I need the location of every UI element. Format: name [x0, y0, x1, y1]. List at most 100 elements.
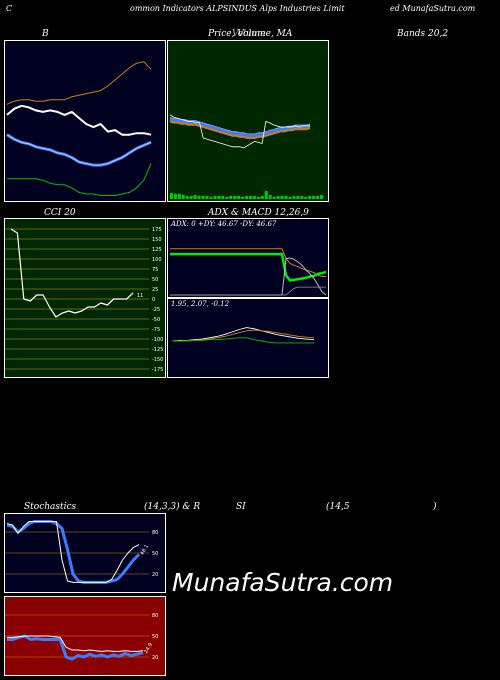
- adx-chart: [170, 248, 327, 296]
- histogram-line: [172, 337, 314, 344]
- volume-bar: [213, 196, 217, 199]
- adx-macd-title: ADX & MACD 12,26,9: [208, 208, 309, 218]
- adx-label: ADX: 0 +DY: 46.67 -DY: 46.67: [171, 220, 277, 228]
- cci-last-label: 11: [137, 293, 143, 299]
- ma-line-long: [169, 120, 311, 139]
- bollinger-panel: [4, 40, 166, 202]
- price-line: [6, 104, 152, 136]
- header-right: ed MunafaSutra.com: [390, 4, 476, 13]
- stoch-title-d: (14,5: [326, 502, 350, 512]
- volume-bar: [296, 196, 300, 199]
- volume-bar: [217, 196, 221, 199]
- volume-bar: [308, 196, 312, 199]
- volume-bar: [320, 195, 323, 199]
- ma-line: [169, 117, 311, 138]
- watermark: MunafaSutra.com: [172, 568, 394, 597]
- y-tick-label: 0: [152, 297, 155, 303]
- cci-panel: 175 150 125 100 75 50 25 0 -25 -50 -75 -100 -125 -150…: [4, 218, 166, 378]
- lower-band-line: [6, 61, 152, 105]
- volume-bar: [264, 191, 268, 199]
- macd-chart: [171, 327, 315, 344]
- bands-right-title: Bands 20,2: [397, 29, 449, 39]
- volume-bar: [237, 196, 241, 199]
- volume-bar: [316, 196, 320, 199]
- volume-bar: [304, 197, 308, 199]
- macd-line: [171, 327, 315, 342]
- header-left: C: [6, 4, 13, 13]
- y-tick-label: -75: [152, 327, 160, 333]
- volume-bar: [252, 196, 256, 199]
- last-value-label: 24.9: [143, 642, 154, 655]
- volume-bar: [241, 197, 245, 199]
- volume-bar: [248, 196, 252, 199]
- volume-bar: [292, 196, 296, 199]
- price-chart: [169, 114, 323, 199]
- volume-bar: [276, 196, 280, 199]
- stoch-title-a: Stochastics: [24, 502, 77, 512]
- y-tick-label: -25: [152, 307, 160, 313]
- y-tick-label: 20: [152, 655, 158, 661]
- stoch-title-b: (14,3,3) & R: [144, 502, 201, 512]
- stoch-title-c: SI: [236, 502, 246, 512]
- price-panel: [167, 40, 329, 202]
- volume-bar: [300, 196, 304, 199]
- cci-line: [10, 228, 134, 318]
- macd-label: 1.95, 2.07, -0.12: [171, 300, 230, 308]
- price-ma-overlay: Volume: [232, 29, 266, 39]
- y-tick-label: 50: [152, 551, 158, 557]
- y-tick-label: -125: [152, 347, 163, 353]
- rsi-line: [7, 634, 144, 661]
- y-tick-label: 175: [152, 227, 162, 233]
- volume-bar: [177, 194, 181, 199]
- volume-bar: [245, 196, 248, 199]
- y-tick-label: -150: [152, 357, 163, 363]
- y-tick-label: 75: [152, 267, 158, 273]
- minus-di-line: [170, 248, 326, 277]
- volume-bar: [209, 197, 213, 199]
- bollinger-chart: [6, 61, 152, 196]
- header-title: ommon Indicators ALPSINDUS Alps Industri…: [130, 4, 345, 13]
- y-tick-label: 125: [152, 247, 162, 253]
- volume-bar: [221, 196, 225, 199]
- y-tick-label: -50: [152, 317, 160, 323]
- volume-bar: [181, 195, 185, 199]
- volume-bar: [173, 194, 177, 199]
- volume-bar: [272, 197, 276, 199]
- price-ma-title: Price, Volume, MA: [208, 29, 293, 39]
- volume-bar: [170, 193, 173, 199]
- middle-band-line: [6, 133, 152, 167]
- volume-bar: [229, 196, 233, 199]
- volume-bar: [197, 196, 201, 199]
- bands-title: B: [42, 29, 49, 39]
- stoch-d-line: [6, 521, 140, 583]
- y-tick-label: 50: [152, 277, 158, 283]
- adx-panel: ADX: 0 +DY: 46.67 -DY: 46.67: [167, 218, 329, 298]
- cci-chart: 175 150 125 100 75 50 25 0 -25 -50 -75 -100 -125 -150…: [5, 227, 163, 373]
- volume-bar: [201, 196, 205, 199]
- volume-bar: [268, 195, 272, 199]
- last-value-label: 48.1: [139, 544, 150, 557]
- volume-bar: [205, 196, 209, 199]
- upper-band-line: [7, 163, 152, 196]
- rsi-panel: 80 50 20 24.9: [4, 596, 166, 676]
- volume-bar: [193, 195, 197, 199]
- cci-title: CCI 20: [44, 208, 76, 218]
- y-tick-label: 25: [152, 287, 158, 293]
- volume-bar: [288, 197, 292, 199]
- y-tick-label: 80: [152, 530, 158, 536]
- stoch-title-e: ): [433, 502, 437, 512]
- ma-line-5: [169, 116, 311, 135]
- volume-bar: [225, 197, 229, 199]
- y-tick-label: 150: [152, 237, 162, 243]
- rsi-average-line: [7, 635, 144, 652]
- stoch-k-line: [6, 520, 141, 584]
- volume-bar: [280, 196, 284, 199]
- y-tick-label: 80: [152, 613, 158, 619]
- volume-bar: [312, 196, 316, 199]
- y-tick-label: -175: [152, 367, 163, 373]
- stochastics-panel: 80 50 20 48.1: [4, 513, 166, 593]
- volume-bar: [284, 196, 288, 199]
- volume-bar: [260, 196, 264, 199]
- price-line: [169, 114, 310, 149]
- y-tick-label: 100: [152, 257, 162, 263]
